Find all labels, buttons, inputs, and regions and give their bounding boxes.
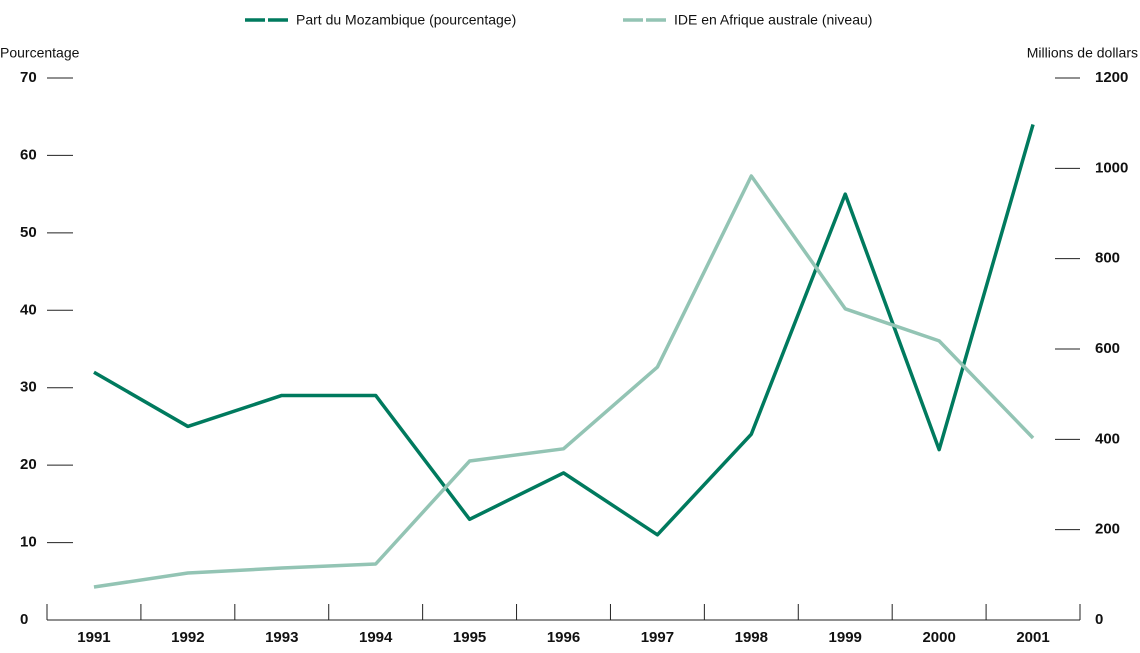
line-series bbox=[93, 123, 1035, 537]
legend-label: Part du Mozambique (pourcentage) bbox=[296, 12, 516, 28]
x-tick-label: 1993 bbox=[265, 629, 298, 646]
y-axis-label: Pourcentage bbox=[0, 45, 80, 61]
x-tick-label: 2001 bbox=[1016, 629, 1049, 646]
y2-tick-label: 200 bbox=[1095, 521, 1120, 538]
y2-tick-label: 1200 bbox=[1095, 69, 1128, 86]
y-tick-label: 20 bbox=[20, 456, 37, 473]
y2-tick-label: 0 bbox=[1095, 611, 1103, 628]
y-tick-label: 30 bbox=[20, 379, 37, 396]
x-tick-label: 1997 bbox=[641, 629, 674, 646]
y-tick-label: 0 bbox=[20, 611, 28, 628]
y-tick-label: 60 bbox=[20, 146, 37, 163]
x-tick-label: 1996 bbox=[547, 629, 580, 646]
y2-tick-label: 400 bbox=[1095, 430, 1120, 447]
y2-axis-label: Millions de dollars bbox=[1027, 45, 1138, 61]
y-tick-label: 10 bbox=[20, 534, 37, 551]
x-tick-label: 1994 bbox=[359, 629, 393, 646]
x-tick-label: 1995 bbox=[453, 629, 486, 646]
legend-label: IDE en Afrique australe (niveau) bbox=[674, 12, 872, 28]
line-series bbox=[93, 174, 1035, 589]
x-tick-label: 1998 bbox=[735, 629, 768, 646]
y2-tick-label: 800 bbox=[1095, 250, 1120, 267]
y2-tick-label: 1000 bbox=[1095, 159, 1128, 176]
x-tick-label: 1999 bbox=[829, 629, 862, 646]
x-tick-label: 1991 bbox=[77, 629, 110, 646]
x-tick-label: 2000 bbox=[922, 629, 955, 646]
y-tick-label: 50 bbox=[20, 224, 37, 241]
y-tick-label: 70 bbox=[20, 69, 37, 86]
x-tick-label: 1992 bbox=[171, 629, 204, 646]
y-tick-label: 40 bbox=[20, 301, 37, 318]
y2-tick-label: 600 bbox=[1095, 340, 1120, 357]
